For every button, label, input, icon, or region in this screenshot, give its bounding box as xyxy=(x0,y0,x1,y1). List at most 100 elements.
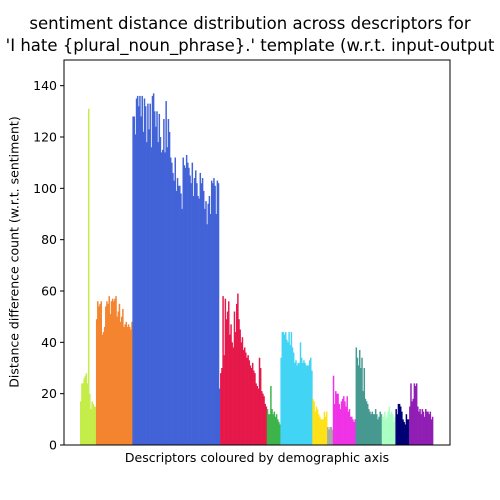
bar-group-8-item-9 xyxy=(343,396,345,445)
bar-group-9-item-11 xyxy=(368,409,370,445)
bar-group-12-item-9 xyxy=(419,409,421,445)
chart-title-line-2: 'I hate {plural_noun_phrase}.' template … xyxy=(5,36,495,55)
bar-group-1-item-31 xyxy=(131,321,133,445)
bar-group-12-item-7 xyxy=(417,406,419,445)
bar-group-0-item-4 xyxy=(84,375,87,445)
bar-group-5-item-24 xyxy=(307,365,310,445)
bar-group-12-item-1 xyxy=(410,383,412,445)
bar-group-1-item-1 xyxy=(97,301,99,445)
bar-group-8-item-16 xyxy=(351,416,353,445)
bar-group-9-item-2 xyxy=(357,365,360,445)
bar-group-11-item-10 xyxy=(406,419,409,445)
bar-group-6-item-10 xyxy=(323,411,326,445)
bar-group-5-item-10 xyxy=(291,347,294,445)
bar-group-1-item-14 xyxy=(111,298,114,445)
bar-group-2-item-68 xyxy=(209,214,212,445)
bar-group-2-item-66 xyxy=(207,203,210,445)
bar-group-2-item-74 xyxy=(216,180,219,445)
bar-group-2-item-11 xyxy=(144,106,147,445)
bar-group-0-item-13 xyxy=(94,406,97,445)
bar-group-2-item-63 xyxy=(204,208,206,445)
bar-group-5-item-20 xyxy=(303,360,305,445)
bar-group-0-item-10 xyxy=(91,401,93,445)
bar-group-1-item-10 xyxy=(107,303,109,445)
bar-group-2-item-37 xyxy=(174,157,176,445)
bar-group-3-item-0 xyxy=(220,373,222,445)
bar-group-3-item-9 xyxy=(230,324,232,445)
bar-group-6-item-9 xyxy=(322,419,325,445)
bar-group-3-item-18 xyxy=(240,342,243,445)
bar-group-5-item-7 xyxy=(288,332,290,445)
bar-group-12-item-11 xyxy=(421,409,424,445)
bar-group-1-item-7 xyxy=(103,326,106,445)
bar-group-10-item-10 xyxy=(393,421,395,445)
bar-group-1-item-13 xyxy=(110,301,113,445)
bar-group-5-item-9 xyxy=(290,332,293,445)
bar-group-9-item-6 xyxy=(362,391,364,445)
bar-group-4-item-5 xyxy=(272,414,274,445)
bar-group-3-item-24 xyxy=(247,355,249,445)
y-tick-label-0: 0 xyxy=(49,438,57,453)
bar-group-2-item-41 xyxy=(179,185,181,445)
bar-group-2-item-22 xyxy=(157,142,159,445)
bar-group-1-item-2 xyxy=(98,306,100,445)
bar-group-3-item-5 xyxy=(225,319,228,445)
bar-group-2-item-45 xyxy=(183,165,186,446)
bar-group-3-item-29 xyxy=(253,370,255,445)
bar-group-2-item-42 xyxy=(180,193,182,445)
bar-group-3-item-7 xyxy=(228,301,230,445)
bar-group-5-item-14 xyxy=(296,365,298,445)
bar-group-4-item-4 xyxy=(271,409,273,445)
bar-group-2-item-27 xyxy=(163,119,165,445)
bar-group-2-item-30 xyxy=(166,147,169,445)
bar-group-9-item-22 xyxy=(380,414,383,445)
bar-group-3-item-6 xyxy=(226,311,229,445)
bar-group-12-item-4 xyxy=(413,383,416,445)
bar-group-2-item-16 xyxy=(150,147,153,445)
bar-group-3-item-19 xyxy=(241,337,244,445)
bar-group-2-item-28 xyxy=(164,152,166,445)
bar-group-1-item-19 xyxy=(117,311,120,445)
bar-group-5-item-6 xyxy=(287,342,289,445)
bar-group-4-item-1 xyxy=(267,414,270,445)
bar-group-1-item-0 xyxy=(95,319,98,445)
bar-group-3-item-32 xyxy=(256,385,258,445)
bar-group-3-item-22 xyxy=(245,352,247,445)
bar-group-5-item-21 xyxy=(304,362,306,445)
bar-group-2-item-50 xyxy=(189,175,191,445)
bar-group-1-item-27 xyxy=(126,326,129,445)
bar-group-2-item-70 xyxy=(212,183,214,445)
bar-group-1-item-24 xyxy=(123,326,125,445)
bar-group-8-item-17 xyxy=(352,419,354,445)
bar-group-5-item-16 xyxy=(298,362,301,445)
bar-group-8-item-18 xyxy=(353,421,355,445)
bar-group-1-item-12 xyxy=(109,314,112,445)
bar-group-0-item-0 xyxy=(80,401,82,445)
bar-group-9-item-1 xyxy=(356,357,359,445)
bar-group-2-item-76 xyxy=(218,388,221,445)
bar-group-3-item-17 xyxy=(239,329,241,445)
bar-group-9-item-5 xyxy=(361,357,363,445)
bar-group-2-item-39 xyxy=(176,178,179,445)
bar-group-5-item-19 xyxy=(302,362,304,445)
bar-group-3-item-4 xyxy=(224,298,227,445)
bar-group-2-item-40 xyxy=(177,185,180,445)
bar-group-11-item-7 xyxy=(403,421,405,445)
bar-group-2-item-1 xyxy=(133,116,136,445)
bar-group-12-item-19 xyxy=(430,419,433,445)
bar-group-2-item-56 xyxy=(196,183,198,445)
bar-group-9-item-9 xyxy=(365,401,368,445)
bar-group-3-item-16 xyxy=(238,319,240,445)
bar-group-2-item-65 xyxy=(206,224,208,445)
bar-group-10-item-1 xyxy=(382,416,385,445)
bar-group-2-item-72 xyxy=(214,185,216,445)
bar-group-7-item-1 xyxy=(328,429,330,445)
bar-group-8-item-14 xyxy=(348,409,351,445)
bar-group-3-item-34 xyxy=(258,357,261,445)
bar-group-9-item-0 xyxy=(355,347,358,445)
bar-group-1-item-9 xyxy=(106,301,108,445)
bar-group-3-item-26 xyxy=(249,365,252,445)
bar-group-3-item-35 xyxy=(259,368,262,445)
bar-group-8-item-13 xyxy=(347,411,350,445)
bar-group-8-item-11 xyxy=(345,406,347,445)
